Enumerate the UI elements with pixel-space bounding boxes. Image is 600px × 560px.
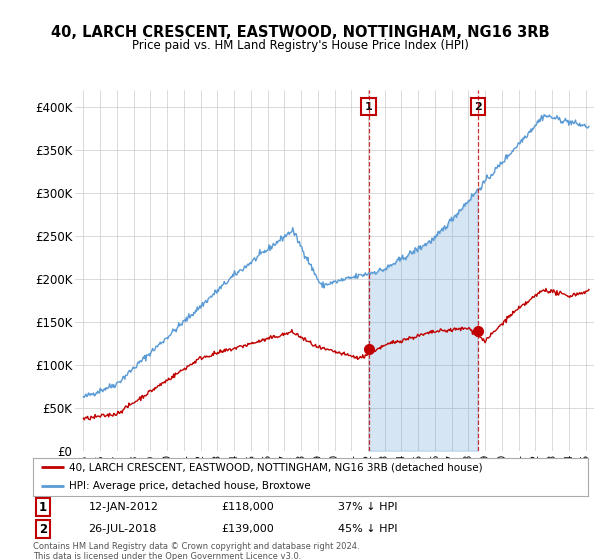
Text: 2: 2 [474,102,482,112]
Text: £118,000: £118,000 [222,502,274,512]
Text: 40, LARCH CRESCENT, EASTWOOD, NOTTINGHAM, NG16 3RB: 40, LARCH CRESCENT, EASTWOOD, NOTTINGHAM… [50,25,550,40]
Text: 1: 1 [39,501,47,514]
Text: HPI: Average price, detached house, Broxtowe: HPI: Average price, detached house, Brox… [69,481,311,491]
Text: 37% ↓ HPI: 37% ↓ HPI [338,502,398,512]
Text: 1: 1 [365,102,373,112]
Text: £139,000: £139,000 [222,524,274,534]
Text: 2: 2 [39,523,47,536]
Text: 40, LARCH CRESCENT, EASTWOOD, NOTTINGHAM, NG16 3RB (detached house): 40, LARCH CRESCENT, EASTWOOD, NOTTINGHAM… [69,462,482,472]
Text: 26-JUL-2018: 26-JUL-2018 [89,524,157,534]
Text: 12-JAN-2012: 12-JAN-2012 [89,502,158,512]
Text: Price paid vs. HM Land Registry's House Price Index (HPI): Price paid vs. HM Land Registry's House … [131,39,469,52]
Text: Contains HM Land Registry data © Crown copyright and database right 2024.
This d: Contains HM Land Registry data © Crown c… [33,542,359,560]
Text: 45% ↓ HPI: 45% ↓ HPI [338,524,398,534]
